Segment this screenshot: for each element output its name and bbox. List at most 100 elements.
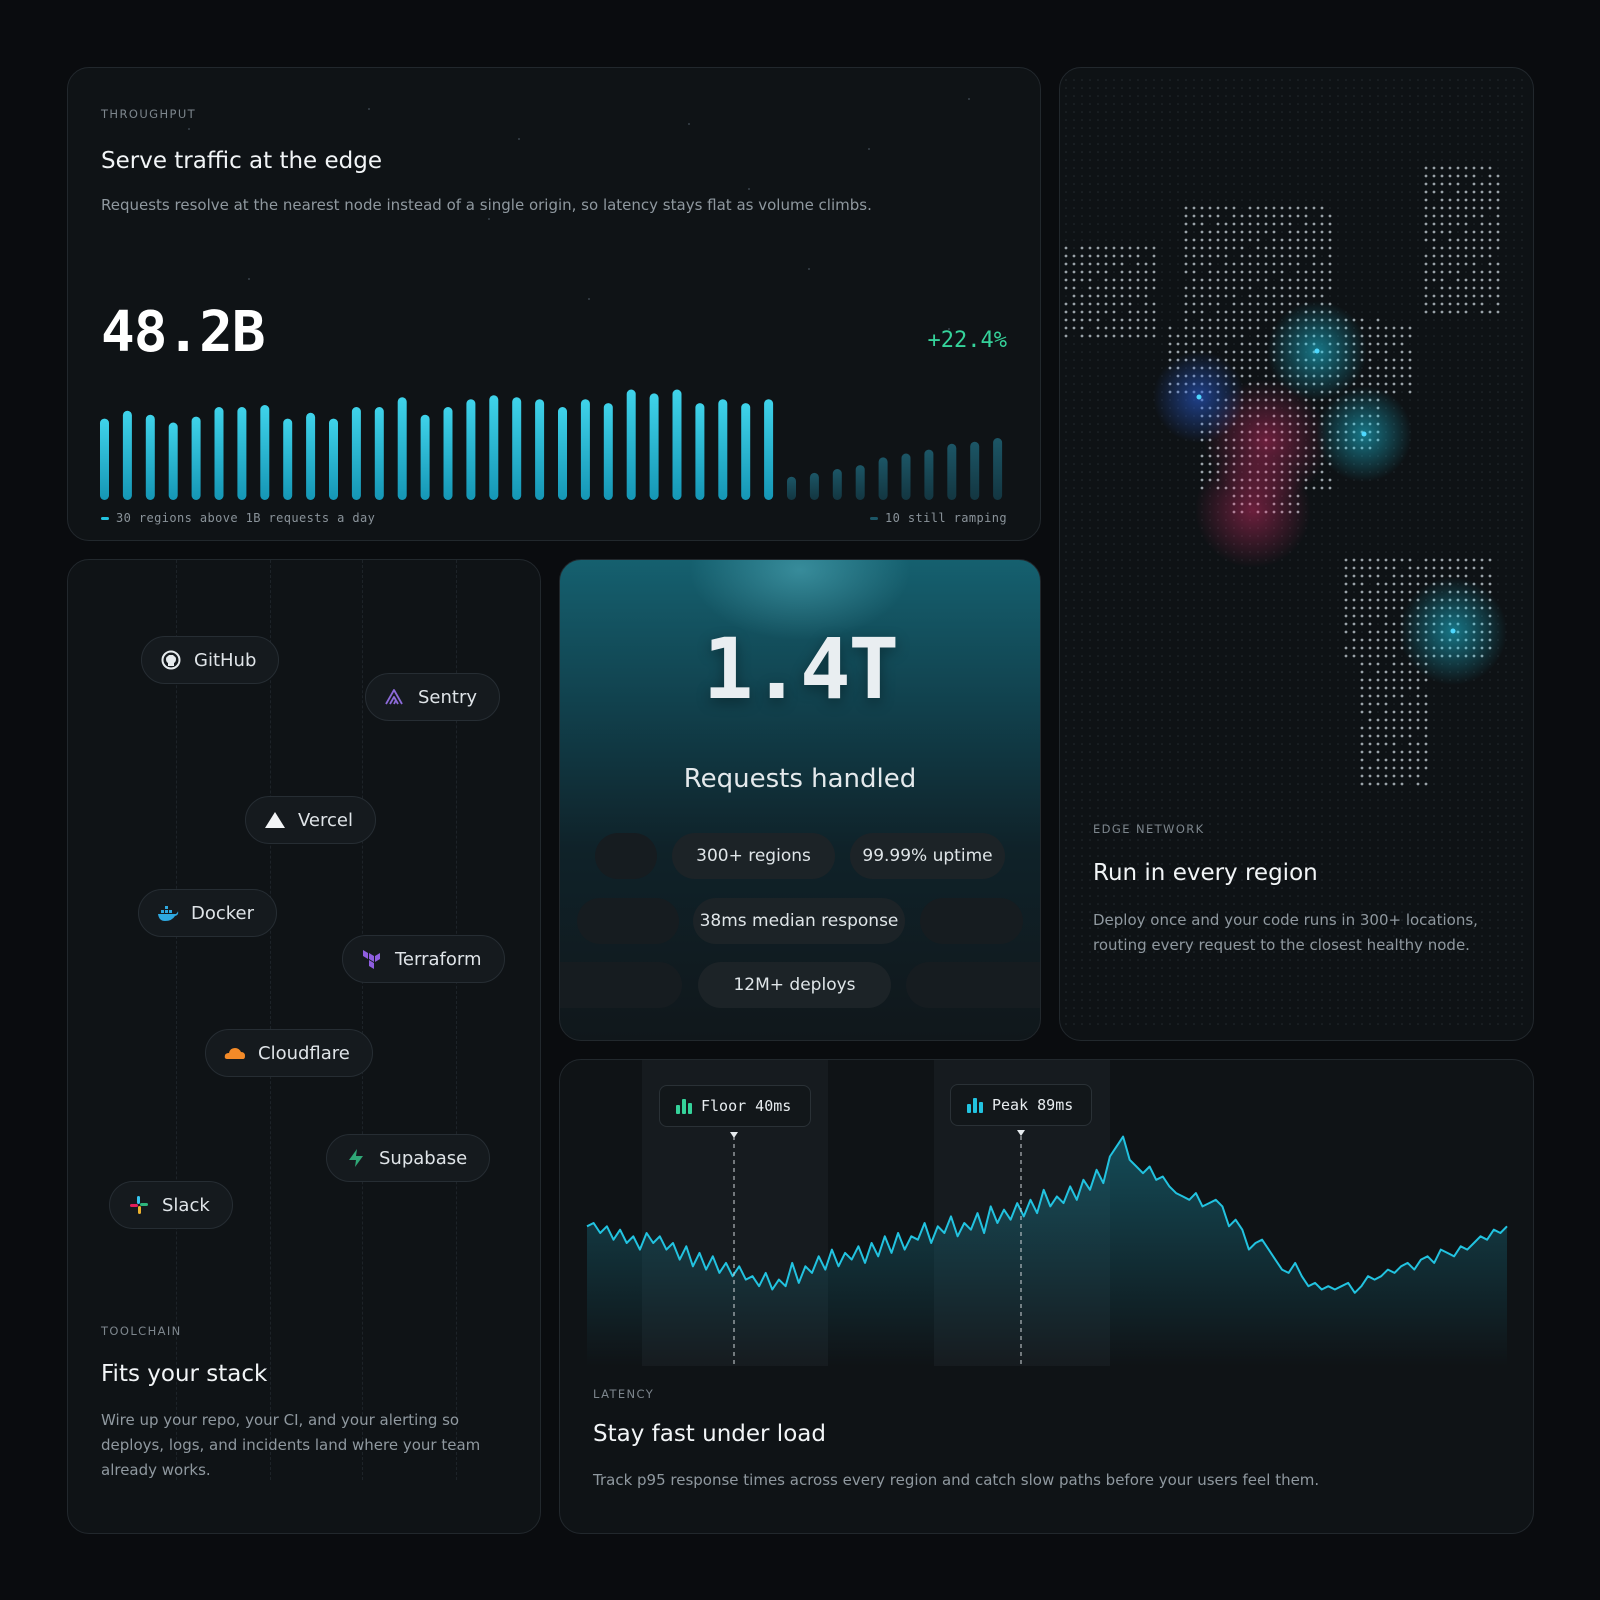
throughput-bar [466, 399, 476, 500]
map-dot [1137, 87, 1139, 89]
map-dot [1161, 567, 1163, 569]
map-dot [1473, 439, 1475, 441]
map-dot [1216, 278, 1220, 282]
map-dot [1408, 726, 1412, 730]
map-dot [1489, 159, 1491, 161]
map-dot [1321, 135, 1323, 137]
map-dot [1177, 503, 1179, 505]
map-dot [1376, 366, 1380, 370]
map-dot [1513, 151, 1515, 153]
map-dot [1280, 302, 1284, 306]
map-dot [1161, 263, 1163, 265]
map-dot [1065, 447, 1067, 449]
map-dot [1145, 383, 1147, 385]
map-dot [1233, 615, 1235, 617]
map-dot [1257, 375, 1259, 377]
map-dot [1496, 214, 1500, 218]
map-dot [1089, 399, 1091, 401]
map-dot [1353, 215, 1355, 217]
map-dot [1329, 511, 1331, 513]
map-dot [1248, 310, 1252, 314]
map-dot [1105, 135, 1107, 137]
map-dot [1233, 743, 1235, 745]
map-dot [1184, 286, 1188, 290]
map-dot [1129, 495, 1131, 497]
map-dot [1296, 278, 1300, 282]
map-dot [1248, 278, 1252, 282]
map-dot [1393, 215, 1395, 217]
map-dot [1304, 222, 1308, 226]
map-dot [1473, 743, 1475, 745]
map-dot [1105, 735, 1107, 737]
map-dot [1384, 382, 1388, 386]
map-dot [1400, 750, 1404, 754]
map-dot [1521, 167, 1523, 169]
map-dot [1153, 415, 1155, 417]
map-dot [1264, 366, 1268, 370]
map-dot [1297, 679, 1299, 681]
throughput-value: 48.2B [101, 300, 266, 365]
map-dot [1513, 551, 1515, 553]
map-dot [1104, 294, 1108, 298]
map-dot [1409, 463, 1411, 465]
map-dot [1448, 230, 1452, 234]
map-dot [1408, 358, 1412, 362]
map-dot [1433, 103, 1435, 105]
map-dot [1505, 359, 1507, 361]
map-dot [1328, 262, 1332, 266]
map-dot [1121, 351, 1123, 353]
map-dot [1521, 191, 1523, 193]
map-dot [1440, 214, 1444, 218]
map-dot [1249, 607, 1251, 609]
map-dot [1137, 527, 1139, 529]
map-dot [1457, 159, 1459, 161]
map-dot [1105, 87, 1107, 89]
map-dot [1185, 615, 1187, 617]
map-dot [1464, 262, 1468, 266]
map-dot [1313, 735, 1315, 737]
map-dot [1289, 95, 1291, 97]
throughput-eyebrow: THROUGHPUT [101, 107, 197, 121]
map-dot [1281, 567, 1283, 569]
map-dot [1488, 166, 1492, 170]
map-dot [1328, 270, 1332, 274]
map-dot [1209, 703, 1211, 705]
map-dot [1153, 591, 1155, 593]
map-dot [1137, 727, 1139, 729]
map-dot [1456, 206, 1460, 210]
map-dot [1433, 487, 1435, 489]
map-dot [1489, 143, 1491, 145]
map-dot [1240, 326, 1244, 330]
map-dot [1224, 206, 1228, 210]
map-dot [1376, 326, 1380, 330]
map-dot [1328, 238, 1332, 242]
map-dot [1121, 199, 1123, 201]
map-dot [1488, 206, 1492, 210]
map-dot [1417, 495, 1419, 497]
map-dot [1321, 199, 1323, 201]
map-dot [1376, 726, 1380, 730]
map-dot [1320, 478, 1324, 482]
map-dot [1305, 79, 1307, 81]
map-dot [1217, 711, 1219, 713]
map-dot [1241, 679, 1243, 681]
map-dot [1249, 639, 1251, 641]
map-dot [1153, 551, 1155, 553]
map-dot [1169, 151, 1171, 153]
map-dot [1400, 382, 1404, 386]
map-dot [1513, 303, 1515, 305]
map-dot [1416, 678, 1420, 682]
map-dot [1401, 159, 1403, 161]
map-dot [1481, 79, 1483, 81]
map-dot [1337, 167, 1339, 169]
map-dot [1225, 727, 1227, 729]
map-dot [1505, 255, 1507, 257]
map-dot [1417, 559, 1419, 561]
map-dot [1505, 287, 1507, 289]
map-dot [1153, 471, 1155, 473]
map-dot [1472, 294, 1476, 298]
map-dot [1385, 247, 1387, 249]
map-dot [1145, 143, 1147, 145]
map-dot [1521, 567, 1523, 569]
map-dot [1281, 159, 1283, 161]
